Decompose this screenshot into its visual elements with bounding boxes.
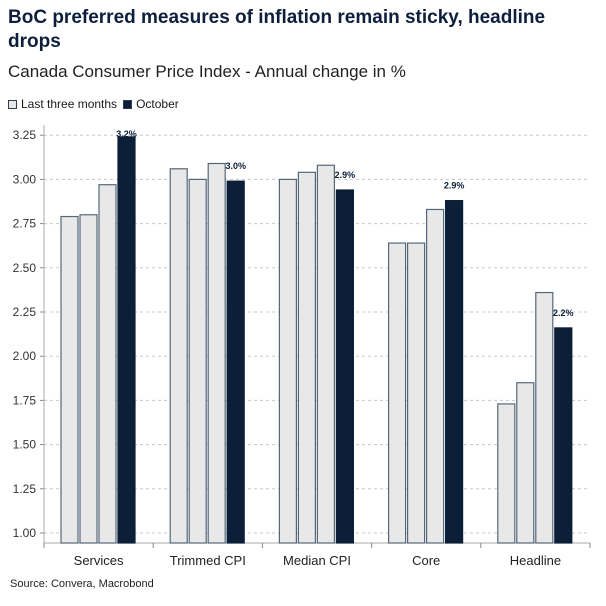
x-tick-label: Core [412,553,440,568]
bar-last-three-months [388,242,407,544]
legend: Last three months October [8,97,179,111]
chart-title: BoC preferred measures of inflation rema… [8,7,546,52]
bar-last-three-months [60,215,79,544]
bar-last-three-months [79,214,98,544]
bar-last-three-months [407,242,426,544]
x-tick-label: Trimmed CPI [170,553,246,568]
x-tick-label: Headline [510,553,561,568]
bar-last-three-months [169,168,188,544]
chart-subtitle: Canada Consumer Price Index - Annual cha… [8,62,406,81]
y-tick-label: 1.00 [13,526,37,540]
x-tick-label: Median CPI [283,553,351,568]
y-tick-label: 1.25 [13,482,37,496]
data-label: 3.2% [116,129,137,139]
bar-october [335,189,354,544]
y-tick-label: 1.50 [13,438,37,452]
bar-last-three-months [207,162,226,544]
bar-last-three-months [497,403,516,544]
bar-last-three-months [297,171,316,544]
bar-last-three-months [98,184,117,544]
bar-last-three-months [516,382,535,544]
data-label: 3.0% [225,161,246,171]
source-note: Source: Convera, Macrobond [10,578,154,590]
bar-last-three-months [278,178,297,544]
y-tick-label: 2.75 [13,217,37,231]
x-tick-label: Services [74,553,124,568]
legend-swatch-october [123,99,133,109]
bar-october [445,200,464,544]
bar-last-three-months [316,164,335,544]
y-tick-label: 3.25 [13,128,37,142]
bar-last-three-months [535,291,554,544]
legend-label-october: October [136,97,179,111]
bar-last-three-months [188,178,207,544]
legend-swatch-last-three-months [8,99,17,109]
y-tick-label: 2.00 [13,349,37,363]
y-tick-label: 2.25 [13,305,37,319]
data-label: 2.9% [335,170,356,180]
data-label: 2.2% [553,308,574,318]
bar-last-three-months [426,208,445,544]
y-tick-label: 3.00 [13,172,37,186]
bar-october [554,327,573,544]
legend-label-last-three-months: Last three months [21,97,118,111]
y-tick-label: 1.75 [13,393,37,407]
bar-october [226,180,245,544]
data-label: 2.9% [444,181,465,191]
y-tick-label: 2.50 [13,261,37,275]
bar-october [117,136,136,544]
